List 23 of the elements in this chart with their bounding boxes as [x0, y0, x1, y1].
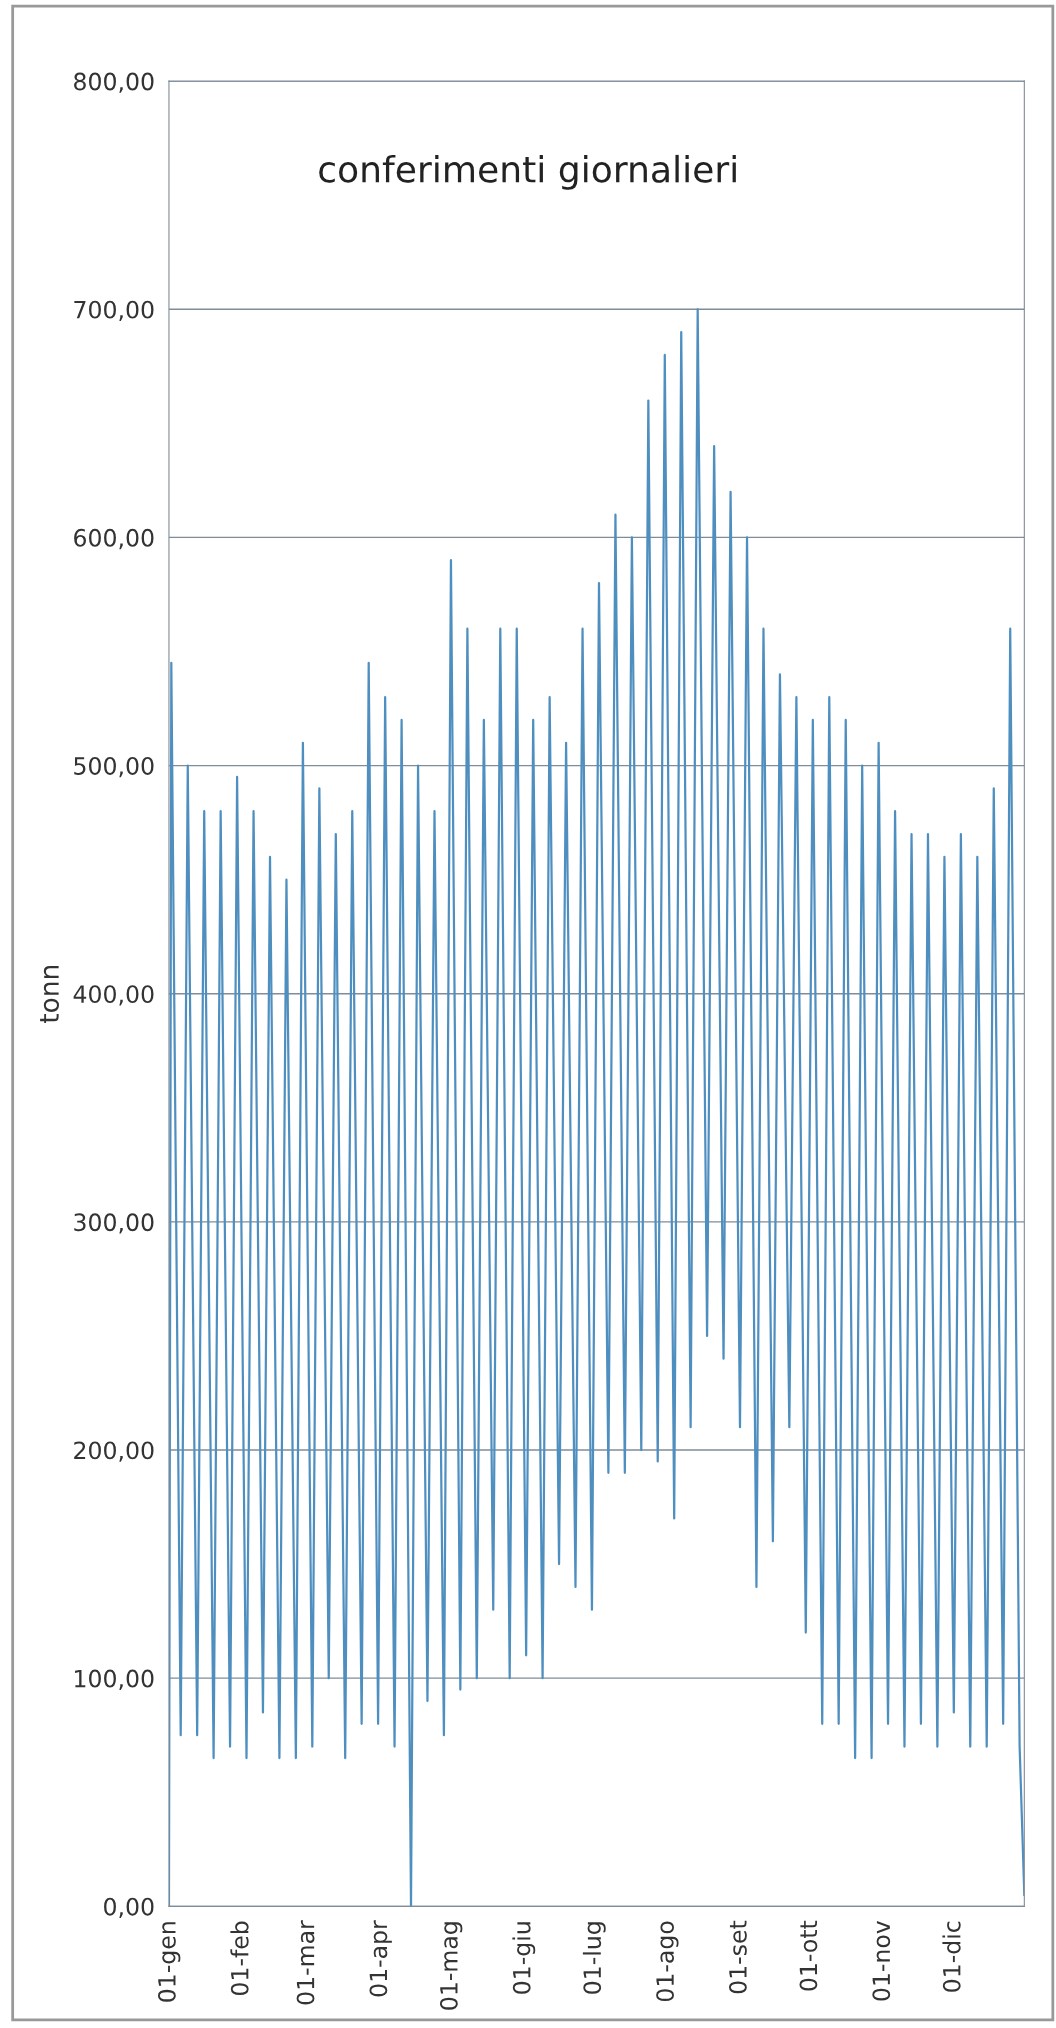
x-tick-label: 01-ott [799, 1920, 818, 1991]
x-tick-label: 01-gen [157, 1922, 181, 2002]
x-tick-label: 01-ago [656, 1921, 679, 2002]
y-tick-label: 100,00 [75, 1669, 154, 1690]
y-tick-label: 500,00 [74, 757, 154, 778]
x-tick-label: 01-nov [872, 1920, 891, 2001]
y-tick-label: 800,00 [74, 72, 154, 93]
x-tick-label: 01-feb [230, 1921, 249, 1996]
x-tick-label: 01-set [728, 1920, 747, 1994]
x-tick-label: 01-mar [296, 1920, 315, 2005]
x-tick-label: 01-lug [582, 1922, 606, 1994]
y-tick-label: 400,00 [73, 985, 154, 1006]
x-tick-label: 01-giu [512, 1922, 536, 1994]
y-tick-label: 0,00 [104, 1897, 154, 1919]
text: conferimenti giornalieri [319, 154, 736, 190]
y-tick-label: 200,00 [74, 1441, 154, 1462]
x-tick-label: 01-mag [439, 1922, 463, 2010]
y-tick-label: 700,00 [74, 300, 154, 321]
y-tick-label: 300,00 [74, 1213, 154, 1234]
y-tick-label: 600,00 [74, 528, 154, 550]
x-tick-label: 01-dic [942, 1921, 961, 1992]
y-axis-title: tonn [40, 965, 60, 1023]
x-tick-label: 01-apr [369, 1920, 392, 1997]
